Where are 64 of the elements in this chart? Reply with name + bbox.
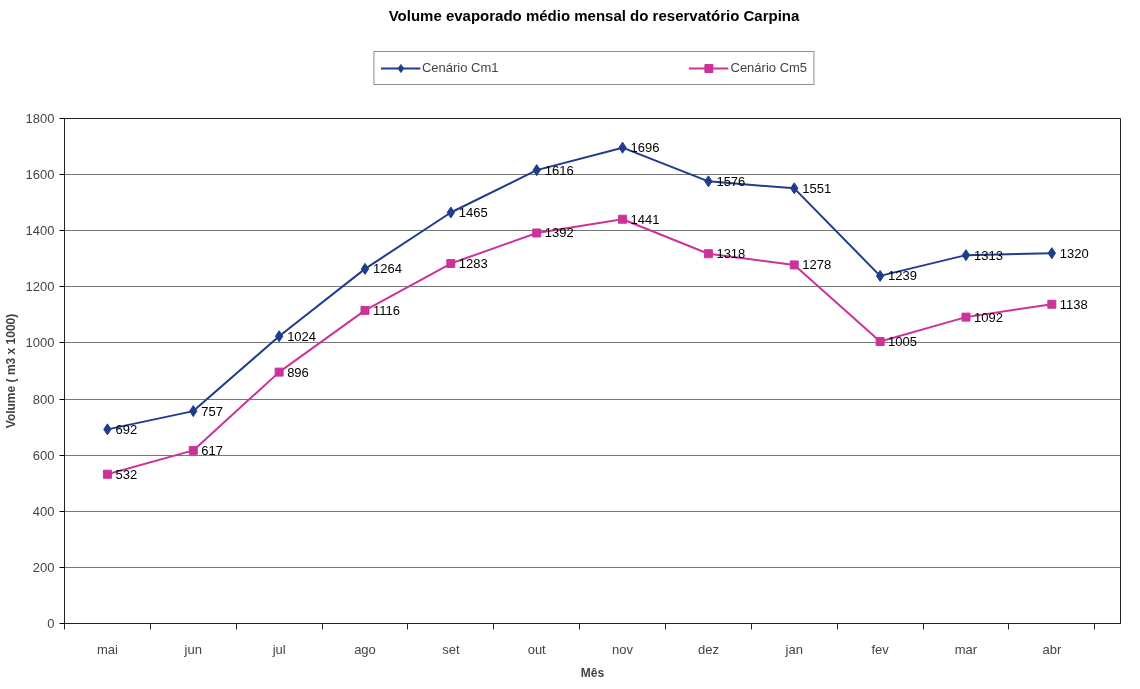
y-tick-label: 1200: [25, 279, 55, 295]
point: [618, 214, 628, 224]
point: [789, 260, 799, 270]
x-tick-label: set: [442, 641, 460, 657]
y-tick-label: 1600: [25, 167, 55, 183]
x-axis-title: Mês: [580, 665, 605, 680]
data-label: 1551: [802, 180, 832, 196]
y-tick-label: 1000: [25, 335, 55, 351]
point: [1047, 299, 1057, 309]
data-label: 1696: [630, 140, 660, 156]
data-label: 1465: [458, 204, 488, 220]
point: [360, 262, 370, 275]
x-tick-label: mai: [96, 641, 119, 657]
data-label: 1138: [1059, 296, 1088, 312]
data-label: 1005: [888, 334, 918, 350]
x-tick-label: jun: [183, 641, 202, 657]
data-label: 1320: [1059, 245, 1089, 261]
point: [875, 269, 885, 282]
y-tick-label: 0: [47, 616, 55, 631]
x-tick-label: nov: [612, 641, 634, 657]
point: [532, 228, 542, 238]
y-tick-label: 800: [32, 391, 55, 407]
point: [703, 249, 713, 259]
data-label: 1283: [458, 256, 488, 272]
data-label: 1441: [630, 211, 660, 227]
data-label: 617: [201, 442, 223, 458]
y-axis-title: Volume ( m3 x 1000): [3, 313, 18, 429]
point: [274, 367, 284, 377]
data-label: 1024: [287, 328, 317, 344]
data-label: 1616: [544, 162, 574, 178]
x-tick-label: dez: [697, 641, 719, 657]
x-tick-label: mar: [954, 641, 978, 657]
chart-title: Volume evaporado médio mensal do reservatório Carpina: [388, 6, 800, 24]
x-tick-label: abr: [1042, 641, 1062, 657]
y-tick-label: 200: [32, 559, 55, 575]
x-tick-label: out: [527, 641, 547, 657]
point: [961, 249, 971, 262]
y-tick-label: 400: [32, 503, 55, 519]
point: [875, 337, 885, 347]
legend-label: Cenário Cm5: [730, 60, 808, 75]
data-label: 1264: [372, 261, 402, 277]
y-tick-label: 1400: [25, 223, 55, 239]
x-tick-label: jan: [784, 641, 803, 657]
data-label: 1239: [888, 268, 918, 284]
data-label: 896: [287, 364, 309, 380]
data-label: 757: [201, 403, 223, 419]
point: [446, 206, 456, 219]
data-label: 1278: [802, 257, 832, 273]
data-label: 532: [115, 466, 138, 482]
point: [102, 469, 112, 479]
x-tick-label: fev: [871, 641, 890, 657]
point: [446, 259, 456, 269]
data-label: 1092: [973, 309, 1003, 325]
point: [360, 305, 370, 315]
x-tick-label: jul: [271, 641, 286, 657]
data-label: 692: [115, 421, 138, 437]
point: [274, 330, 284, 343]
legend-label: Cenário Cm1: [421, 60, 499, 75]
y-tick-label: 600: [32, 447, 55, 463]
point: [961, 312, 971, 322]
point: [188, 445, 198, 455]
x-tick-label: ago: [354, 641, 376, 657]
data-label: 1116: [372, 302, 400, 318]
y-tick-label: 1800: [25, 111, 55, 126]
